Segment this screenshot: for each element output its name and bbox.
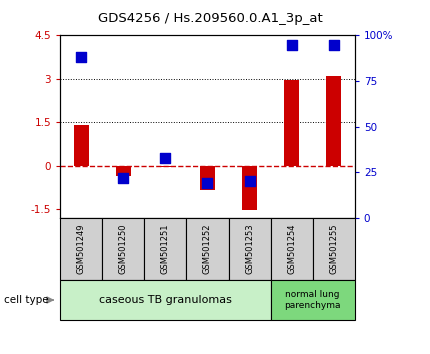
Bar xyxy=(60,218,102,280)
Point xyxy=(288,42,295,47)
Bar xyxy=(116,166,131,176)
Bar xyxy=(200,166,215,190)
Point xyxy=(120,175,127,181)
Text: GSM501249: GSM501249 xyxy=(77,223,86,274)
Text: GSM501252: GSM501252 xyxy=(203,223,212,274)
Bar xyxy=(270,280,355,320)
Point xyxy=(162,155,169,160)
Bar xyxy=(228,218,270,280)
Text: GSM501251: GSM501251 xyxy=(161,223,170,274)
Text: GSM501250: GSM501250 xyxy=(119,223,128,274)
Text: GSM501255: GSM501255 xyxy=(329,223,338,274)
Bar xyxy=(270,218,313,280)
Bar xyxy=(313,218,355,280)
Bar xyxy=(144,218,187,280)
Point xyxy=(204,180,211,186)
Bar xyxy=(284,80,299,166)
Point xyxy=(78,55,85,60)
Bar xyxy=(102,218,144,280)
Point xyxy=(246,178,253,184)
Bar xyxy=(74,125,89,166)
Text: normal lung
parenchyma: normal lung parenchyma xyxy=(284,290,341,310)
Bar xyxy=(158,166,173,167)
Text: cell type: cell type xyxy=(4,295,49,305)
Text: GSM501254: GSM501254 xyxy=(287,223,296,274)
Bar xyxy=(326,76,341,166)
Text: caseous TB granulomas: caseous TB granulomas xyxy=(99,295,232,305)
Bar xyxy=(187,218,228,280)
Text: GDS4256 / Hs.209560.0.A1_3p_at: GDS4256 / Hs.209560.0.A1_3p_at xyxy=(98,12,323,25)
Bar xyxy=(60,280,270,320)
Text: GSM501253: GSM501253 xyxy=(245,223,254,274)
Point xyxy=(330,42,337,47)
Bar xyxy=(242,166,257,211)
